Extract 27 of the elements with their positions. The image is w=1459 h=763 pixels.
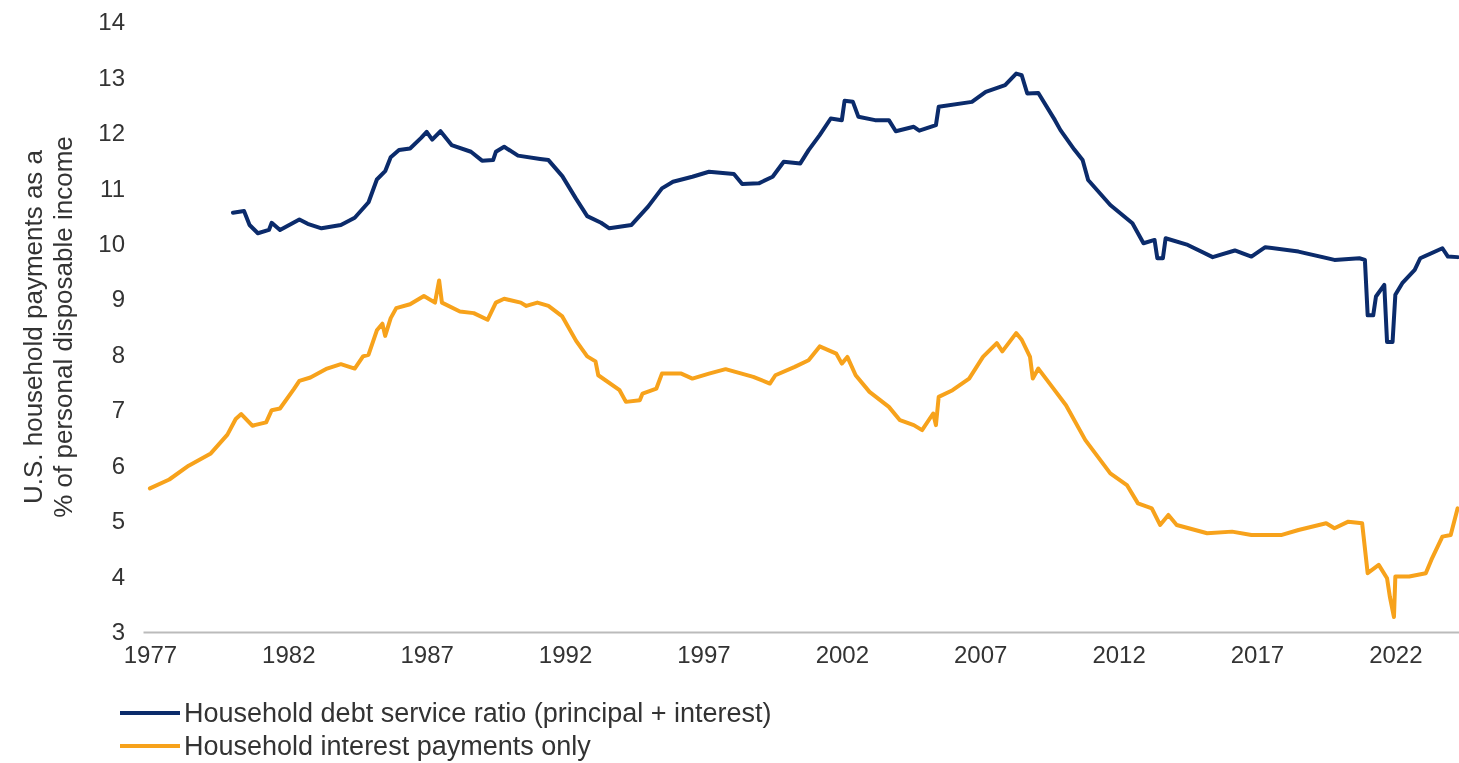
y-tick-label: 11 xyxy=(100,174,125,202)
y-tick-label: 14 xyxy=(98,8,125,36)
x-tick-label: 1977 xyxy=(123,641,178,669)
y-tick-label: 10 xyxy=(98,230,125,257)
y-tick-label: 12 xyxy=(98,119,125,147)
x-tick-label: 2002 xyxy=(815,641,870,669)
y-tick-label: 4 xyxy=(111,562,125,590)
y-axis-title: U.S. household payments as a % of personal disposable income xyxy=(18,136,78,518)
y-tick-label: 7 xyxy=(111,396,125,424)
y-tick-label: 13 xyxy=(98,63,125,91)
x-tick-label: 1997 xyxy=(677,641,731,669)
x-tick-label: 1987 xyxy=(400,641,454,669)
y-tick-label: 6 xyxy=(111,451,125,479)
x-tick-label: 1982 xyxy=(262,641,316,669)
y-tick-label: 3 xyxy=(111,618,125,646)
x-tick-label: 2007 xyxy=(954,641,1008,669)
x-tick-label: 2012 xyxy=(1092,641,1146,669)
y-tick-label: 9 xyxy=(111,285,125,313)
line-series xyxy=(230,71,1459,344)
line-series xyxy=(147,278,1459,620)
legend-label: Household interest payments only xyxy=(184,731,592,762)
legend-label: Household debt service ratio (principal + interest) xyxy=(184,698,772,729)
x-tick-label: 2017 xyxy=(1230,641,1285,669)
y-tick-label: 5 xyxy=(111,507,125,535)
y-tick-label: 8 xyxy=(111,340,125,368)
x-tick-label: 1992 xyxy=(538,641,593,669)
x-tick-label: 2022 xyxy=(1369,641,1423,669)
